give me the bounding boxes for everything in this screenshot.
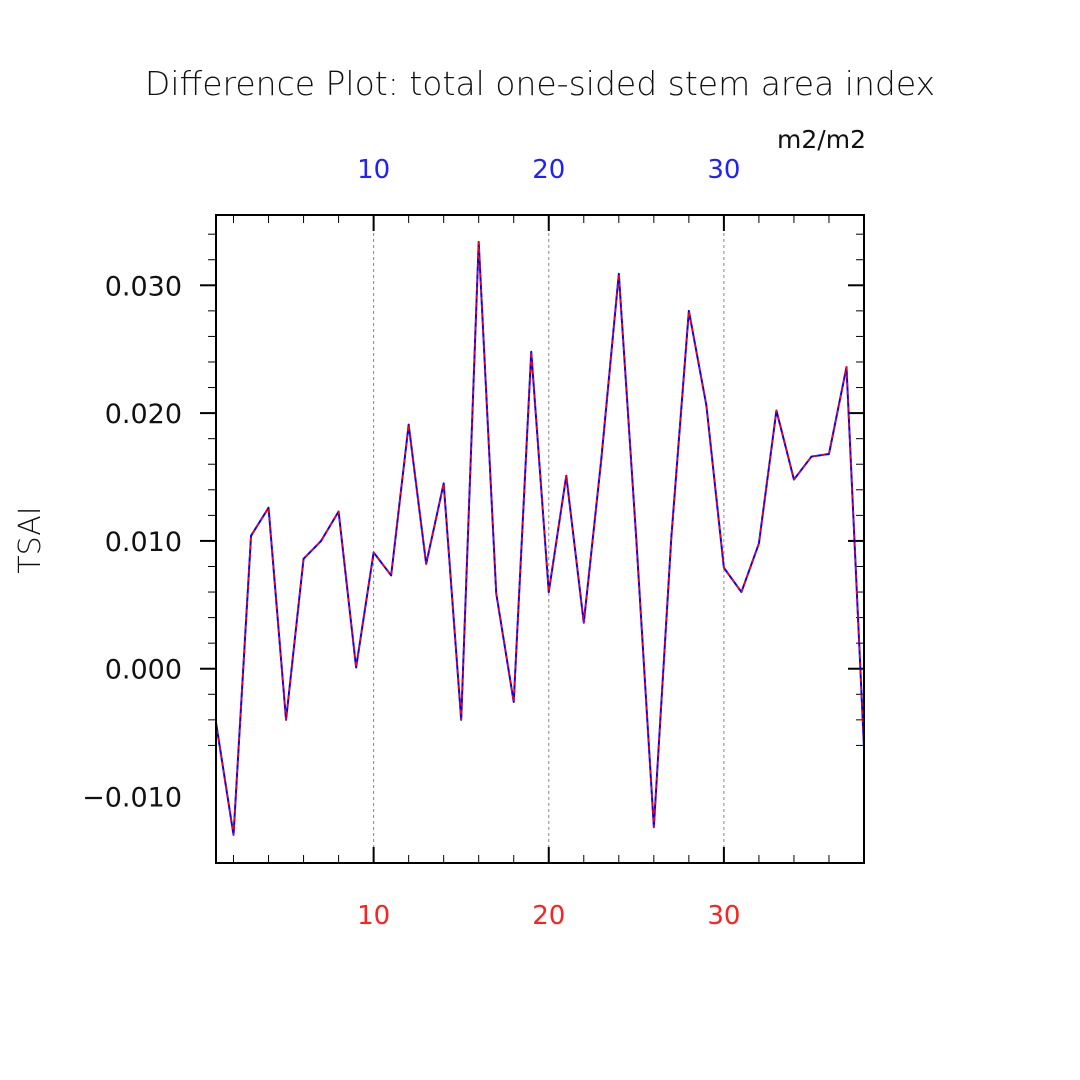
x-tick-label-bottom: 30	[707, 901, 740, 931]
plot-frame	[215, 214, 865, 864]
series-line-blue	[215, 240, 865, 836]
grid-lines	[373, 215, 725, 863]
y-tick-label: 0.030	[105, 271, 182, 302]
tick-labels: −0.010 0.000 0.010 0.020 0.030 10 10 20 20 30 30	[82, 155, 740, 931]
y-tick-label: 0.010	[105, 527, 182, 558]
y-tick-label: 0.000	[105, 655, 182, 686]
y-axis-label: TSAI	[13, 506, 48, 573]
x-tick-label-top: 10	[357, 155, 390, 185]
x-tick-label-bottom: 10	[357, 901, 390, 931]
series-line-red-dashed	[215, 241, 865, 836]
series-lines	[215, 240, 865, 836]
y-tick-label: −0.010	[82, 783, 182, 814]
units-label: m2/m2	[777, 125, 866, 154]
x-tick-label-bottom: 20	[532, 901, 565, 931]
axis-ticks	[200, 215, 865, 863]
x-tick-label-top: 30	[707, 155, 740, 185]
x-tick-label-top: 20	[532, 155, 565, 185]
y-tick-label: 0.020	[105, 399, 182, 430]
chart-title: Difference Plot: total one-sided stem ar…	[145, 64, 935, 103]
